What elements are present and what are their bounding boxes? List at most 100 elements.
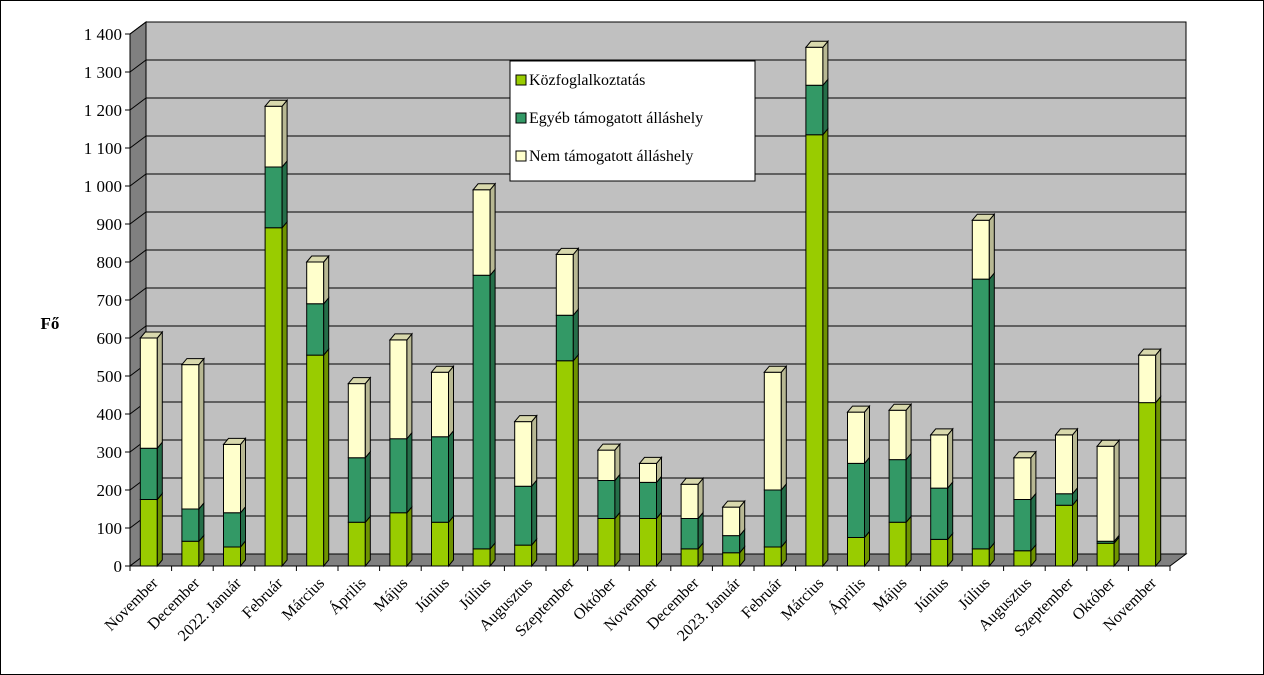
- gridline: [129, 97, 1186, 111]
- bar-top: [1137, 348, 1162, 356]
- gridline: [129, 249, 1186, 263]
- x-tick-label: Június: [911, 575, 952, 616]
- bar-segment: [597, 449, 616, 481]
- bar-segment-side: [406, 431, 413, 515]
- bar-segment: [139, 447, 158, 500]
- bar-segment-side: [364, 376, 371, 460]
- bar-segment-side: [1030, 450, 1037, 501]
- bar-segment: [597, 480, 616, 519]
- bar-segment-side: [448, 364, 454, 439]
- bar-segment: [431, 436, 449, 523]
- bar-top: [763, 365, 788, 373]
- bar-segment: [306, 303, 325, 356]
- legend-label: Egyéb támogatott álláshely: [529, 110, 703, 127]
- bar-segment-side: [156, 440, 163, 501]
- bar-stack: [347, 376, 372, 568]
- bar-segment-side: [198, 357, 205, 511]
- bar-segment-side: [947, 427, 954, 490]
- bar-top: [180, 358, 205, 366]
- bar-segment-side: [364, 450, 371, 524]
- bar-stack: [596, 442, 621, 568]
- bar-segment-side: [822, 39, 829, 87]
- y-tick-label: 1 100: [84, 139, 122, 158]
- bar-segment: [472, 548, 491, 567]
- bar-segment: [223, 546, 241, 567]
- bar-top: [347, 377, 372, 385]
- bar-segment-side: [531, 478, 538, 547]
- gridline: [129, 287, 1186, 301]
- bar-segment-side: [1072, 427, 1078, 496]
- gridline: [129, 173, 1186, 187]
- y-tick-label: 200: [97, 481, 123, 500]
- y-tick-label: 100: [97, 519, 123, 538]
- bar-segment-side: [281, 159, 288, 230]
- bar-segment-side: [572, 353, 579, 568]
- bar-top: [929, 428, 954, 436]
- bar-segment-side: [656, 511, 662, 568]
- y-tick-label: 500: [97, 367, 123, 386]
- bar-stack: [763, 364, 788, 568]
- x-tick-label: Július: [955, 575, 993, 613]
- bar-segment: [1055, 504, 1073, 567]
- bars: [139, 39, 1162, 568]
- bar-segment-side: [240, 437, 246, 515]
- bar-segment-side: [864, 404, 870, 465]
- bar-top: [1012, 451, 1037, 459]
- bar-segment: [389, 438, 408, 514]
- bar-stack: [1137, 347, 1162, 568]
- bar-segment-side: [614, 473, 621, 520]
- gridline: [129, 211, 1186, 225]
- bar-top: [680, 477, 705, 485]
- y-tick-label: 0: [114, 557, 123, 576]
- gridline: [129, 135, 1186, 149]
- bar-segment-side: [1072, 497, 1078, 568]
- bar-stack: [139, 330, 164, 568]
- bar-top: [555, 247, 580, 255]
- bar-stack: [1012, 450, 1037, 568]
- bar-segment-side: [1113, 438, 1120, 543]
- bar-segment: [431, 371, 449, 438]
- y-tick-label: 700: [97, 291, 123, 310]
- bar-stack: [680, 476, 705, 568]
- bar-segment: [139, 499, 158, 567]
- bar-segment: [722, 506, 741, 537]
- bar-segment: [514, 485, 533, 546]
- bar-top: [222, 437, 247, 445]
- bar-stack: [264, 98, 289, 568]
- bar-segment: [223, 443, 241, 514]
- x-tick-label: Március: [778, 575, 827, 624]
- bar-segment-side: [281, 98, 288, 169]
- y-tick-label: 1 000: [84, 177, 122, 196]
- bar-segment-side: [905, 514, 912, 568]
- bar-segment: [847, 537, 865, 567]
- bar-top: [596, 443, 621, 451]
- bar-stack: [846, 404, 871, 568]
- bar-segment: [597, 518, 616, 567]
- bar-segment: [264, 105, 283, 168]
- bar-segment: [1138, 354, 1157, 404]
- bar-segment: [680, 548, 699, 567]
- bar-stack: [472, 182, 497, 568]
- bar-segment: [639, 481, 657, 519]
- bar-segment: [763, 489, 782, 548]
- bar-segment: [847, 411, 865, 464]
- bar-segment: [431, 521, 449, 567]
- bar-segment-side: [156, 492, 163, 568]
- legend-label: Nem támogatott álláshely: [529, 148, 693, 165]
- bar-segment-side: [1155, 347, 1162, 404]
- bar-segment-side: [780, 482, 787, 549]
- bar-top: [971, 213, 996, 221]
- bar-segment-side: [531, 414, 538, 488]
- bar-segment: [1013, 550, 1032, 567]
- bar-segment-side: [406, 505, 413, 568]
- bar-segment-side: [905, 452, 912, 524]
- bar-stack: [971, 212, 996, 568]
- legend-label: Közfoglalkoztatás: [529, 72, 645, 89]
- bar-stack: [721, 499, 746, 568]
- bar-segment-side: [822, 127, 829, 568]
- gridline: [129, 21, 1186, 35]
- bar-segment: [514, 544, 533, 567]
- y-tick-label: 1 400: [84, 25, 122, 44]
